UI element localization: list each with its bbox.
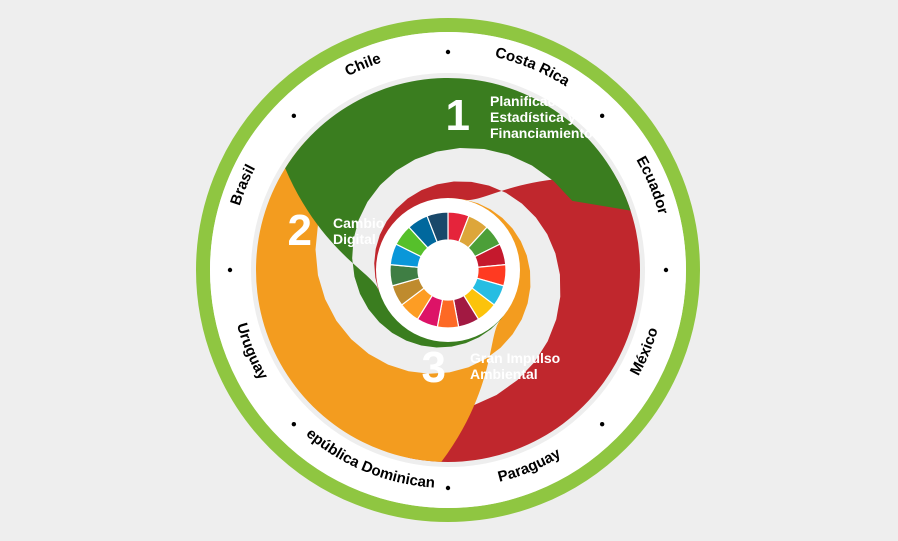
section-1: 1 Planificación,Estadística yFinanciamien… — [446, 91, 593, 141]
separator-dot — [228, 268, 232, 272]
separator-dot — [292, 422, 296, 426]
separator-dot — [292, 114, 296, 118]
separator-dot — [446, 486, 450, 490]
separator-dot — [600, 422, 604, 426]
section-number: 3 — [422, 343, 446, 392]
section-title-line: Financiamiento — [490, 125, 593, 141]
separator-dot — [664, 268, 668, 272]
separator-dot — [446, 50, 450, 54]
section-title-line: Ambiental — [470, 366, 538, 382]
section-number: 2 — [288, 206, 312, 255]
separator-dot — [600, 114, 604, 118]
sdg-hub — [418, 240, 478, 300]
section-title-line: Cambio — [333, 215, 384, 231]
section-title-line: Gran Impulso — [470, 350, 560, 366]
section-title-line: Estadística y — [490, 109, 576, 125]
section-title-line: Digital — [333, 231, 376, 247]
section-number: 1 — [446, 91, 470, 140]
section-title-line: Planificación, — [490, 93, 580, 109]
